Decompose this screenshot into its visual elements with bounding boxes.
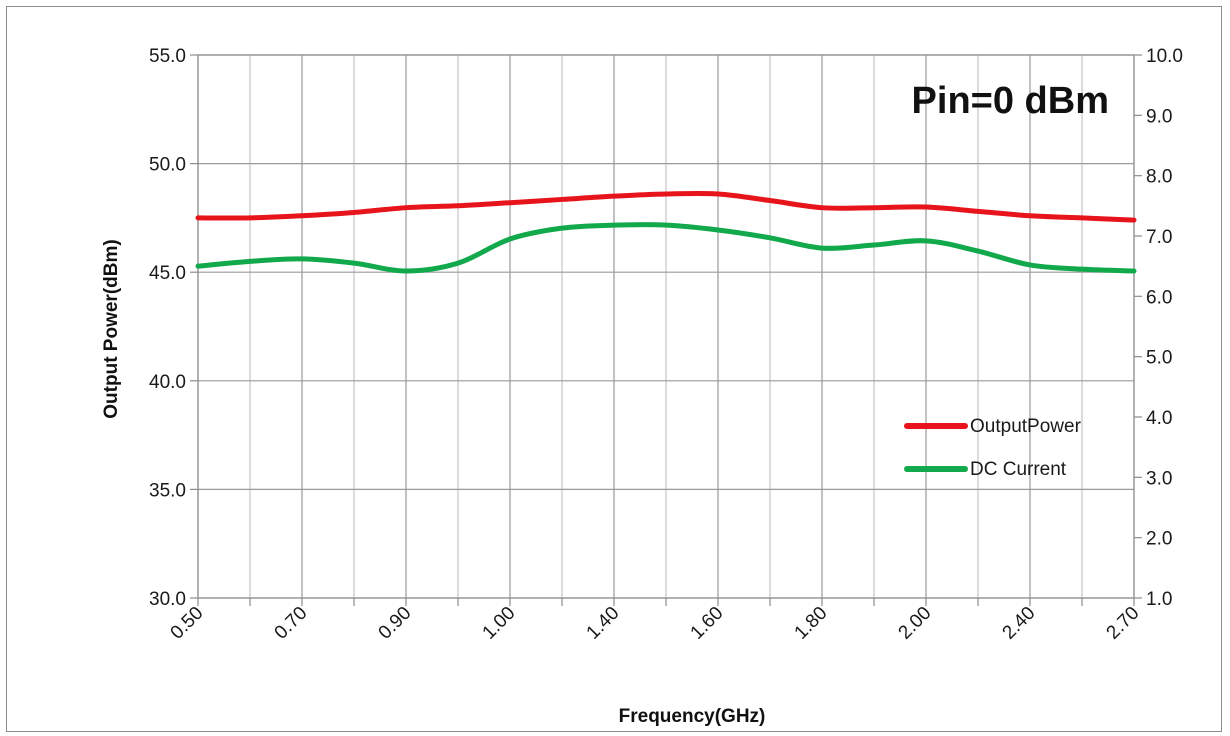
left-tick-label: 30.0 <box>149 589 186 610</box>
x-axis: 0.50 0.70 0.90 1.00 1.40 1.60 1.80 2.00 2.40 2.70 <box>167 598 1144 644</box>
chart-frame: 30.0 35.0 40.0 45.0 50.0 55.0 1.0 2.0 3.0 4.0 5.0… <box>6 6 1222 732</box>
x-axis-title: Frequency(GHz) <box>619 706 766 727</box>
left-tick-label: 45.0 <box>149 263 186 284</box>
left-tick-label: 40.0 <box>149 372 186 393</box>
legend-label-dc-current: DC Current <box>970 459 1067 480</box>
right-tick-label: 2.0 <box>1146 529 1172 550</box>
right-tick-label: 10.0 <box>1146 46 1183 67</box>
x-tick-label: 1.80 <box>791 603 832 644</box>
right-tick-label: 3.0 <box>1146 468 1172 489</box>
y-axis-title-left: Output Power(dBm) <box>101 239 122 418</box>
x-tick-label: 2.00 <box>895 603 936 644</box>
right-tick-label: 8.0 <box>1146 167 1172 188</box>
x-tick-label: 2.70 <box>1103 603 1144 644</box>
dc-current-line <box>195 222 1137 274</box>
x-tick-label: 1.00 <box>479 603 520 644</box>
legend-label-output-power: OutputPower <box>970 416 1082 437</box>
left-tick-label: 55.0 <box>149 46 186 67</box>
x-tick-label: 0.90 <box>375 603 416 644</box>
left-y-axis: 30.0 35.0 40.0 45.0 50.0 55.0 <box>149 46 198 610</box>
x-tick-label: 1.40 <box>583 603 624 644</box>
legend: OutputPower DC Current <box>904 416 1082 480</box>
right-tick-label: 9.0 <box>1146 106 1172 127</box>
x-tick-label: 2.40 <box>999 603 1040 644</box>
left-tick-label: 35.0 <box>149 480 186 501</box>
left-tick-label: 50.0 <box>149 155 186 176</box>
right-tick-label: 5.0 <box>1146 348 1172 369</box>
right-tick-label: 4.0 <box>1146 408 1172 429</box>
right-tick-label: 7.0 <box>1146 227 1172 248</box>
x-tick-label: 1.60 <box>687 603 728 644</box>
line-chart: 30.0 35.0 40.0 45.0 50.0 55.0 1.0 2.0 3.0 4.0 5.0… <box>101 46 1183 727</box>
pin-annotation: Pin=0 dBm <box>912 80 1109 122</box>
output-power-line <box>195 190 1137 223</box>
series-lines <box>195 190 1137 274</box>
right-tick-label: 6.0 <box>1146 287 1172 308</box>
right-tick-label: 1.0 <box>1146 589 1172 610</box>
grid-lines <box>197 54 1135 599</box>
right-y-axis: 1.0 2.0 3.0 4.0 5.0 6.0 7.0 8.0 9.0 10.0 <box>1134 46 1183 610</box>
x-tick-label: 0.70 <box>271 603 312 644</box>
